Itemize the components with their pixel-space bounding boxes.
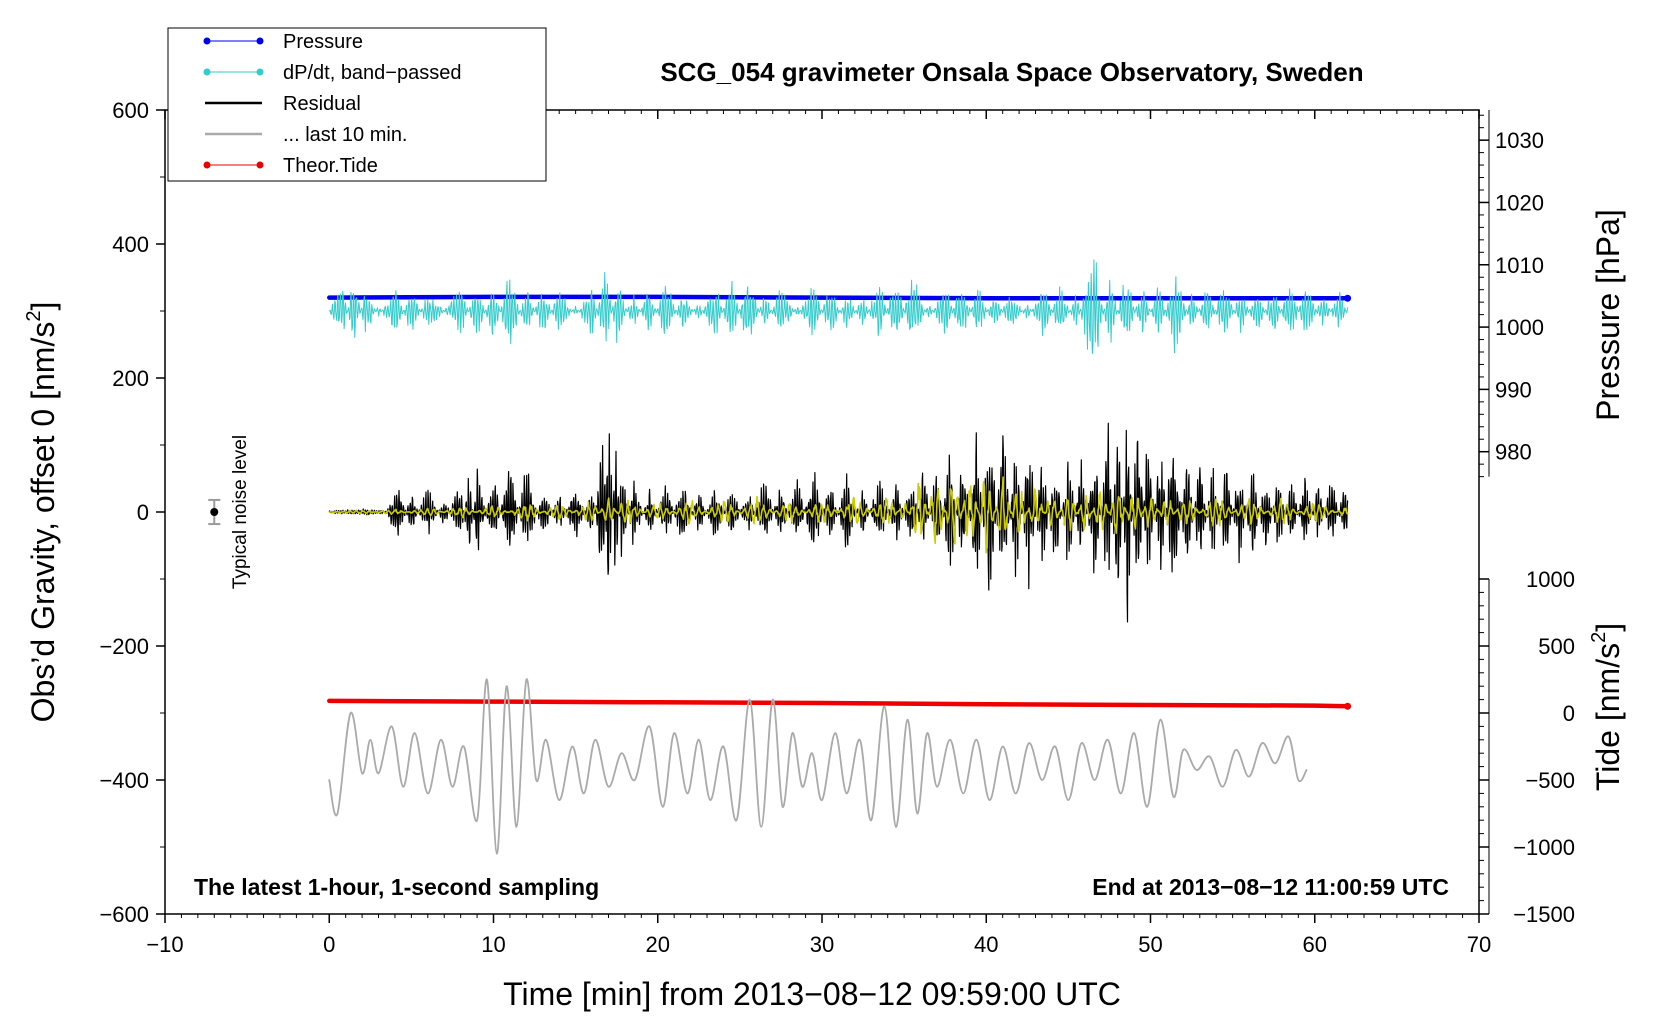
legend-marker — [256, 37, 264, 45]
y-tick-label: 200 — [112, 366, 149, 391]
x-axis-title: Time [min] from 2013−08−12 09:59:00 UTC — [503, 976, 1121, 1012]
pressure-tick-label: 980 — [1495, 440, 1532, 465]
tide-axis-title-close: ] — [1590, 623, 1626, 632]
legend-label: ... last 10 min. — [283, 124, 408, 146]
series-end-marker — [1344, 702, 1352, 710]
pressure-tick-label: 1000 — [1495, 315, 1544, 340]
legend-marker — [203, 37, 211, 45]
y-tick-label: −200 — [99, 634, 149, 659]
x-tick-label: 30 — [810, 932, 834, 957]
pressure-tick-label: 1030 — [1495, 128, 1544, 153]
tide-axis-title-text: Tide [nm/s — [1590, 643, 1626, 791]
x-tick-label: 60 — [1303, 932, 1327, 957]
tide-tick-label: −1000 — [1513, 835, 1575, 860]
tide-tick-label: 1000 — [1526, 567, 1575, 592]
x-tick-label: 70 — [1467, 932, 1491, 957]
y-tick-label: 600 — [112, 98, 149, 123]
legend-marker — [203, 68, 211, 76]
y-tick-label: −600 — [99, 902, 149, 927]
pressure-axis-ticks: 1030 1020 1010 1000 990 980 — [1479, 110, 1544, 478]
legend-label: Residual — [283, 93, 361, 115]
series-end-marker — [1344, 294, 1352, 302]
legend-marker — [203, 161, 211, 169]
legend-marker — [256, 161, 264, 169]
y-axis-title-close: ] — [25, 302, 61, 311]
y-axis-title-text: Obs’d Gravity, offset 0 [nm/s — [25, 322, 61, 723]
noise-bar-dot — [210, 508, 219, 516]
y-axis-title-superscript: 2 — [23, 311, 45, 322]
chart-title: SCG_054 gravimeter Onsala Space Observat… — [660, 57, 1363, 87]
legend-items: Pressure dP/dt, band−passed Residual ... la… — [203, 31, 461, 177]
tide-tick-label: 500 — [1538, 634, 1575, 659]
y-tick-label: −400 — [99, 768, 149, 793]
legend-label: Pressure — [283, 31, 363, 53]
y-axis-ticks: 600 400 200 0 −200 −400 −600 — [99, 98, 165, 927]
legend: Pressure dP/dt, band−passed Residual ... la… — [167, 27, 547, 182]
x-tick-label: 10 — [481, 932, 505, 957]
series-residual — [328, 422, 1349, 623]
series-pressure — [327, 294, 1350, 301]
pressure-tick-label: 1020 — [1495, 190, 1544, 215]
legend-label: dP/dt, band−passed — [283, 62, 461, 84]
tide-axis-title-superscript: 2 — [1588, 632, 1610, 643]
plot-frame — [164, 109, 1480, 915]
series-residual-bandpassed — [328, 476, 1349, 554]
end-time-note: End at 2013−08−12 11:00:59 UTC — [1092, 874, 1449, 900]
tide-tick-label: −1500 — [1513, 902, 1575, 927]
pressure-tick-label: 1010 — [1495, 253, 1544, 278]
legend-marker — [256, 68, 264, 76]
legend-box — [167, 27, 547, 182]
y-tick-label: 400 — [112, 232, 149, 257]
x-tick-label: 20 — [646, 932, 670, 957]
noise-level-indicator — [208, 498, 221, 526]
x-tick-label: 40 — [974, 932, 998, 957]
tide-tick-label: −500 — [1525, 768, 1575, 793]
pressure-axis-title: Pressure [hPa] — [1590, 209, 1626, 421]
legend-label: Theor.Tide — [283, 155, 378, 177]
sampling-note: The latest 1-hour, 1-second sampling — [194, 874, 599, 900]
series-last-10-min — [328, 678, 1308, 855]
series-tide — [327, 698, 1350, 709]
tide-tick-label: 0 — [1563, 701, 1575, 726]
pressure-tick-label: 990 — [1495, 377, 1532, 402]
y-tick-label: 0 — [137, 500, 149, 525]
series-layer — [327, 259, 1352, 855]
noise-level-label: Typical noise level — [230, 435, 251, 589]
x-tick-label: −10 — [146, 932, 183, 957]
series-dpdt — [328, 259, 1349, 354]
tide-axis-ticks: 1000 500 0 −500 −1000 −1500 — [1479, 567, 1575, 927]
x-tick-label: 0 — [323, 932, 335, 957]
x-tick-label: 50 — [1138, 932, 1162, 957]
y-axis-title: Obs’d Gravity, offset 0 [nm/s2] — [23, 302, 61, 723]
tide-axis-title: Tide [nm/s2] — [1588, 623, 1626, 791]
